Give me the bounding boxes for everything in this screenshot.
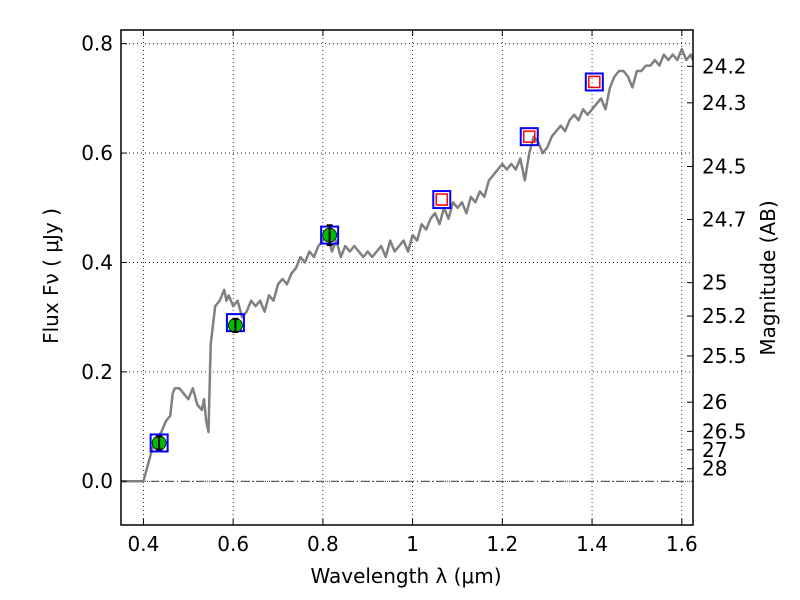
- magnitude-tick-label: 25.5: [702, 344, 747, 368]
- x-tick-label: 1.6: [666, 532, 698, 556]
- model-band-marker: [432, 190, 452, 210]
- y-axis-label: Flux Fν ( μJy ): [39, 208, 63, 344]
- y-tick-label: 0.4: [81, 250, 113, 274]
- y-axis-ticks: 0.0 0.2 0.4 0.6 0.8: [81, 32, 127, 493]
- model-band-marker: [149, 433, 169, 453]
- x-tick-label: 0.8: [307, 532, 339, 556]
- magnitude-tick-label: 24.5: [702, 154, 747, 178]
- y-tick-label: 0.0: [81, 469, 113, 493]
- y-tick-label: 0.6: [81, 141, 113, 165]
- model-band-marker: [584, 72, 604, 92]
- magnitude-tick-label: 26: [702, 390, 727, 414]
- magnitude-tick-label: 25.2: [702, 304, 747, 328]
- x-axis-label: Wavelength λ (μm): [310, 564, 501, 588]
- x-tick-label: 0.6: [217, 532, 249, 556]
- upper-limit-marker: [523, 130, 536, 143]
- magnitude-axis-label: Magnitude (AB): [756, 200, 780, 355]
- magnitude-tick-label: 24.3: [702, 91, 747, 115]
- x-tick-label: 1.2: [486, 532, 518, 556]
- spectrum-line: [121, 47, 693, 483]
- magnitude-tick-label: 24.2: [702, 54, 747, 78]
- magnitude-tick-label: 27: [702, 438, 727, 462]
- upper-limit-marker: [435, 193, 449, 206]
- upper-limit-marker: [588, 75, 601, 89]
- y-tick-label: 0.2: [81, 360, 113, 384]
- y-tick-label: 0.8: [81, 32, 113, 56]
- plot-frame: [120, 29, 694, 526]
- magnitude-tick-label: 28: [702, 457, 727, 481]
- magnitude-tick-label: 25: [702, 271, 727, 295]
- x-tick-label: 0.4: [128, 532, 160, 556]
- magnitude-tick-label: 24.7: [702, 207, 747, 231]
- x-tick-label: 1.4: [576, 532, 608, 556]
- magnitude-tick-label: 26.5: [702, 419, 747, 443]
- data-series: [121, 47, 693, 483]
- x-axis-ticks: 0.4 0.6 0.8 1 1.2 1.4 1.6: [128, 30, 698, 556]
- x-tick-label: 1: [406, 532, 419, 556]
- model-band-marker: [519, 127, 539, 147]
